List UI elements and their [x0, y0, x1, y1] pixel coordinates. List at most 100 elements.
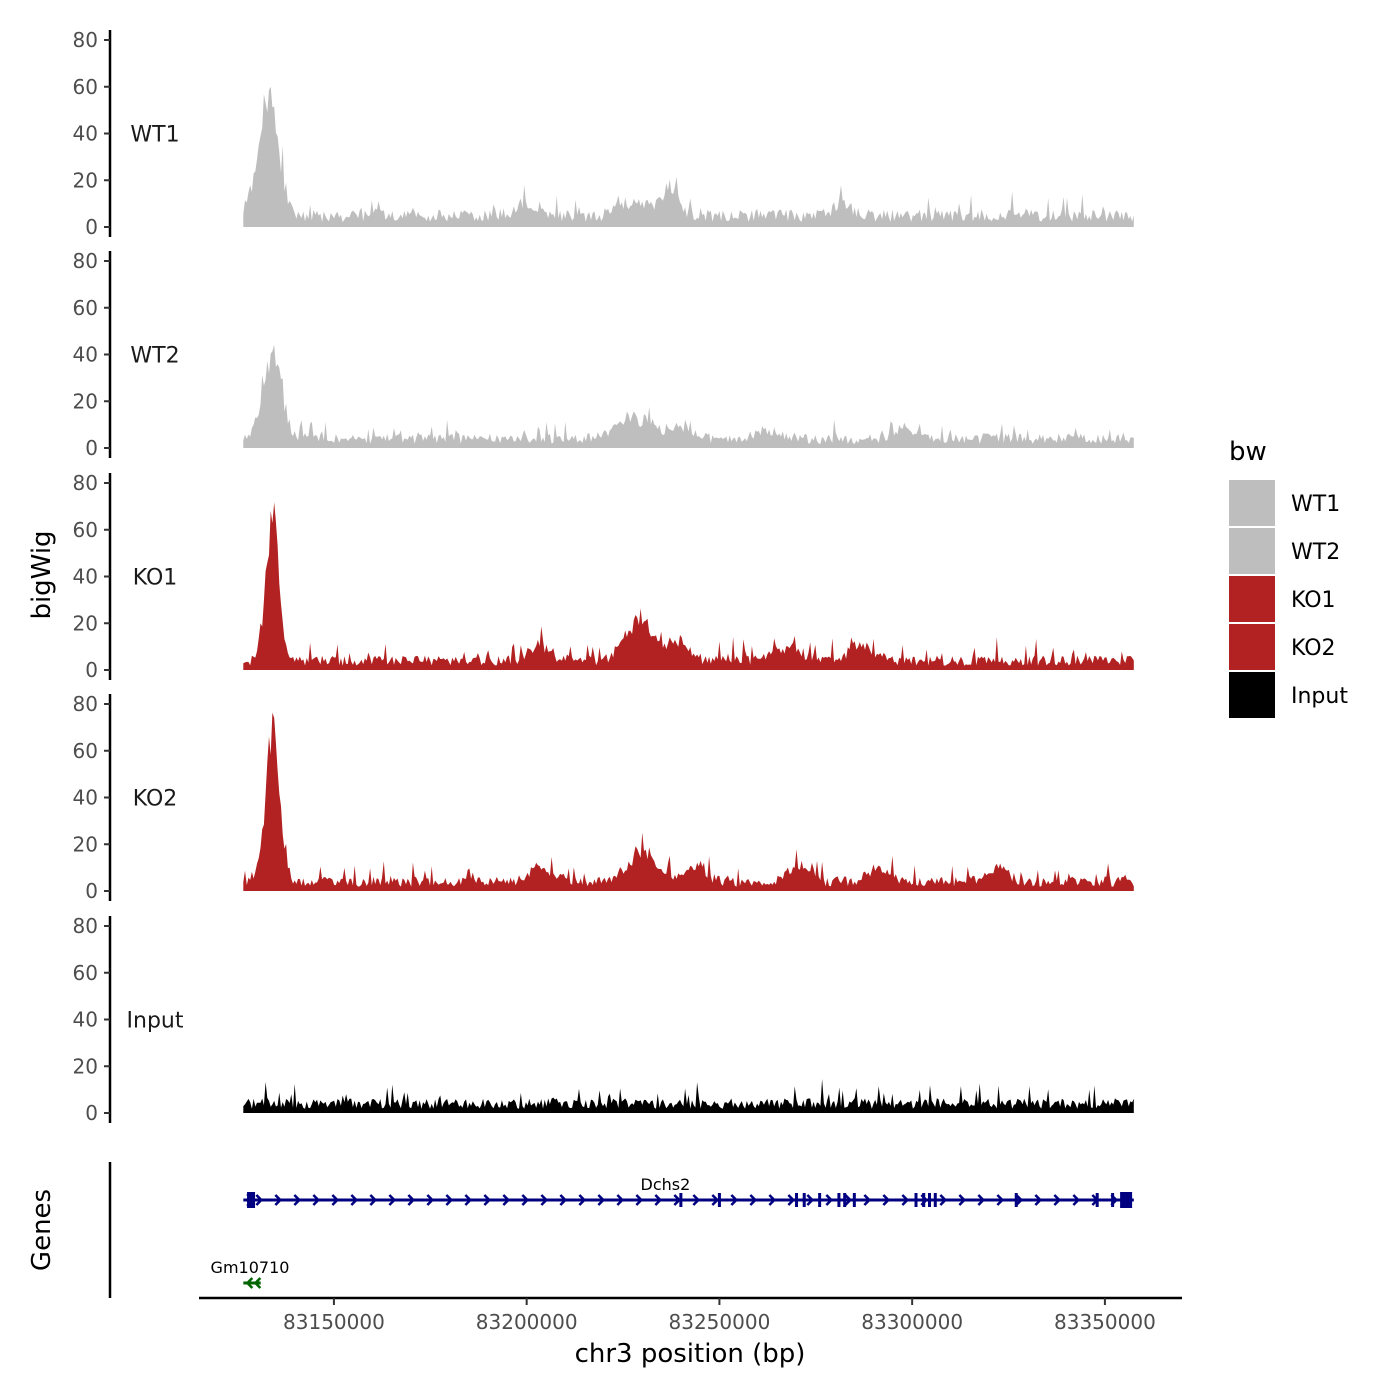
legend-swatch — [1229, 672, 1275, 718]
legend-entry-wt1: WT1 — [1229, 480, 1340, 526]
strand-arrow-icon — [1053, 1194, 1062, 1206]
strand-arrow-icon — [407, 1194, 416, 1206]
exon-block — [928, 1193, 932, 1207]
y-tick-label: 80 — [73, 692, 98, 716]
gene-gm10710: Gm10710 — [211, 1258, 290, 1289]
genes-axis-title: Genes — [27, 1189, 57, 1271]
legend: bw WT1 WT2 KO1 KO2 Input — [1229, 437, 1348, 718]
legend-entry-wt2: WT2 — [1229, 528, 1340, 574]
y-tick-label: 20 — [73, 389, 98, 413]
y-tick-label: 20 — [73, 611, 98, 635]
strand-arrow-icon — [540, 1194, 549, 1206]
strand-arrow-icon — [863, 1194, 872, 1206]
exon-block — [914, 1193, 918, 1207]
strand-arrow-icon — [635, 1194, 644, 1206]
y-tick-label: 60 — [73, 296, 98, 320]
strand-arrow-icon — [331, 1194, 340, 1206]
exon-block — [1095, 1193, 1099, 1207]
strand-arrow-icon — [673, 1194, 682, 1206]
signal-area-ko1 — [243, 502, 1134, 670]
strand-arrow-icon — [312, 1194, 321, 1206]
legend-entry-ko2: KO2 — [1229, 624, 1336, 670]
strand-arrow-icon — [445, 1194, 454, 1206]
strand-arrow-icon — [749, 1194, 758, 1206]
y-tick-label: 60 — [73, 739, 98, 763]
signal-area-ko2 — [243, 712, 1134, 891]
exon-block — [818, 1193, 822, 1207]
strand-arrow-icon — [369, 1194, 378, 1206]
y-tick-label: 60 — [73, 961, 98, 985]
strand-arrow-icon — [787, 1194, 796, 1206]
track-label-wt1: WT1 — [130, 123, 179, 148]
strand-arrow-icon — [597, 1194, 606, 1206]
strand-arrow-icon — [711, 1194, 720, 1206]
exon-block — [1014, 1193, 1018, 1207]
legend-label: KO1 — [1291, 588, 1336, 613]
exon-block — [852, 1193, 856, 1207]
exon-block — [247, 1192, 256, 1208]
exon-block — [1120, 1192, 1133, 1208]
legend-entry-ko1: KO1 — [1229, 576, 1336, 622]
strand-arrow-icon — [825, 1194, 834, 1206]
x-axis-title: chr3 position (bp) — [575, 1339, 806, 1369]
signal-area-input — [243, 1079, 1134, 1113]
legend-label: WT1 — [1291, 492, 1340, 517]
x-tick-label: 83150000 — [283, 1310, 385, 1334]
strand-arrow-icon — [939, 1194, 948, 1206]
strand-arrow-icon — [958, 1194, 967, 1206]
strand-arrow-icon — [350, 1194, 359, 1206]
legend-label: WT2 — [1291, 540, 1340, 565]
y-tick-label: 80 — [73, 471, 98, 495]
x-tick-label: 83250000 — [669, 1310, 771, 1334]
strand-arrow-icon — [578, 1194, 587, 1206]
y-tick-label: 40 — [73, 786, 98, 810]
strand-arrow-icon — [768, 1194, 777, 1206]
strand-arrow-icon — [274, 1194, 283, 1206]
exon-block — [679, 1193, 683, 1207]
exon-block — [1111, 1193, 1115, 1207]
strand-arrow-icon — [996, 1194, 1005, 1206]
y-tick-label: 40 — [73, 122, 98, 146]
strand-arrow-icon — [616, 1194, 625, 1206]
x-tick-label: 83200000 — [476, 1310, 578, 1334]
gene-label-gm10710: Gm10710 — [211, 1258, 290, 1277]
exon-block — [933, 1193, 937, 1207]
strand-arrow-icon — [692, 1194, 701, 1206]
strand-arrow-icon — [521, 1194, 530, 1206]
y-axis-title: bigWig — [27, 530, 57, 619]
y-tick-label: 60 — [73, 518, 98, 542]
y-tick-label: 0 — [85, 215, 98, 239]
strand-arrow-icon — [654, 1194, 663, 1206]
y-tick-label: 20 — [73, 1054, 98, 1078]
legend-swatch — [1229, 480, 1275, 526]
exon-block — [717, 1193, 721, 1207]
strand-arrow-icon — [293, 1194, 302, 1206]
legend-swatch — [1229, 528, 1275, 574]
y-tick-label: 40 — [73, 565, 98, 589]
legend-label: KO2 — [1291, 636, 1336, 661]
legend-entry-input: Input — [1229, 672, 1348, 718]
strand-arrow-icon — [1034, 1194, 1043, 1206]
strand-arrow-icon — [255, 1194, 264, 1206]
y-tick-label: 0 — [85, 879, 98, 903]
x-tick-label: 83350000 — [1054, 1310, 1156, 1334]
strand-arrow-icon — [730, 1194, 739, 1206]
strand-arrow-icon — [806, 1194, 815, 1206]
y-tick-label: 80 — [73, 914, 98, 938]
track-ko1: 0 20 40 60 80 KO1 — [73, 471, 1134, 682]
track-wt2: 0 20 40 60 80 WT2 — [73, 249, 1134, 460]
exon-block — [843, 1193, 847, 1207]
strand-arrow-icon — [483, 1194, 492, 1206]
strand-arrow-icon — [245, 1277, 254, 1289]
exon-block — [802, 1193, 806, 1207]
exon-block — [837, 1193, 841, 1207]
track-label-ko1: KO1 — [133, 566, 178, 591]
legend-swatch — [1229, 624, 1275, 670]
legend-label: Input — [1291, 684, 1348, 709]
y-tick-label: 80 — [73, 28, 98, 52]
strand-arrow-icon — [388, 1194, 397, 1206]
track-input: 0 20 40 60 80 Input — [73, 914, 1134, 1125]
gene-label-dchs2: Dchs2 — [641, 1175, 691, 1194]
y-tick-label: 0 — [85, 658, 98, 682]
strand-arrow-icon — [901, 1194, 910, 1206]
